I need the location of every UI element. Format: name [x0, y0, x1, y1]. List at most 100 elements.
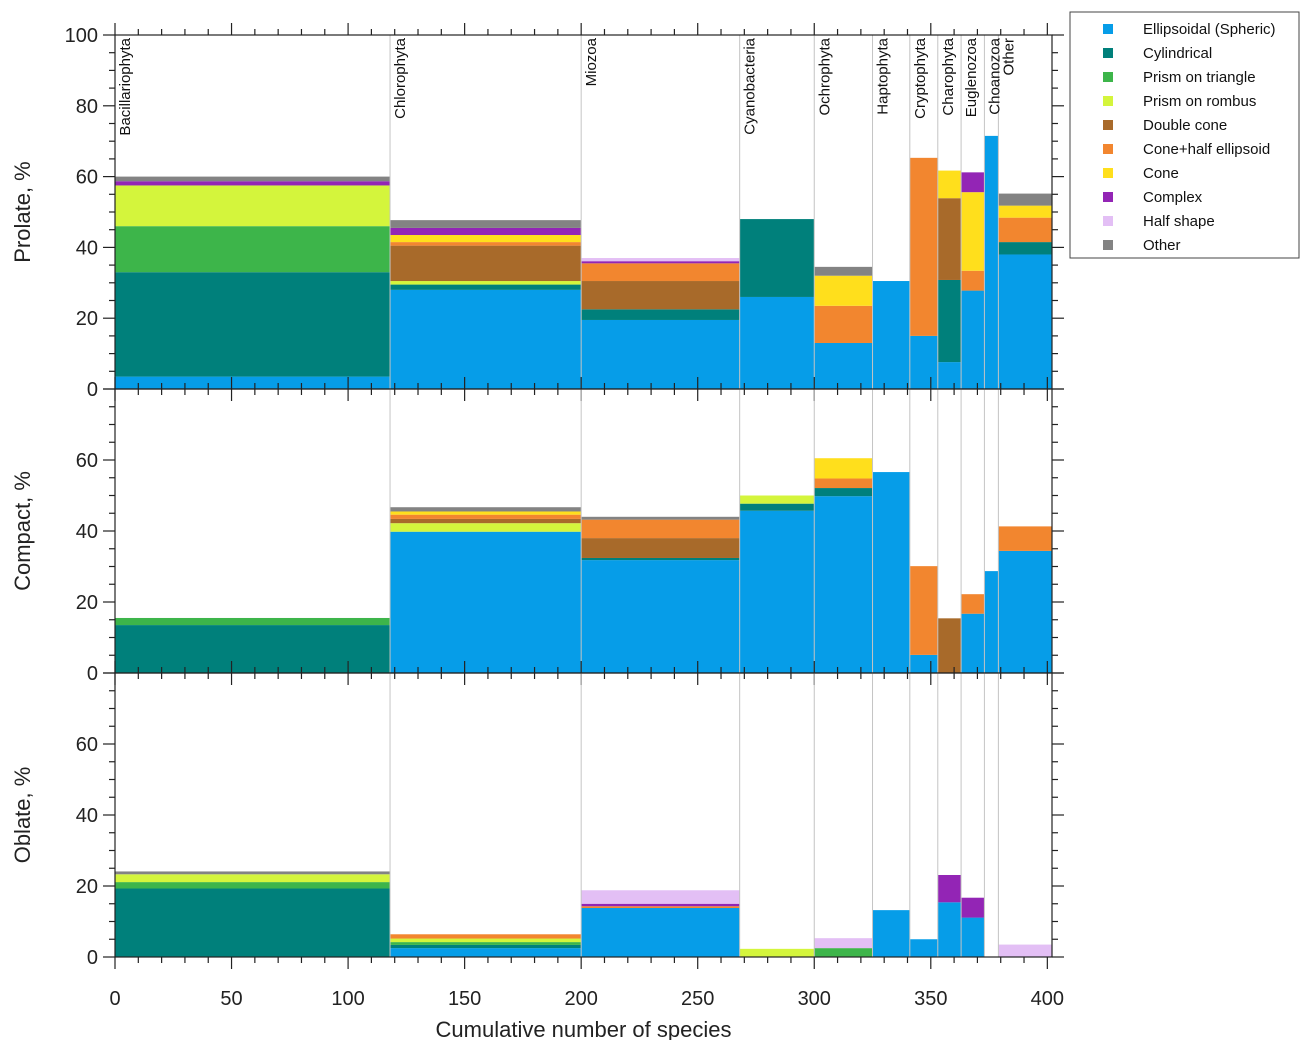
prolate-bar-cryptophyta-ellipsoidal-spheric: [909, 335, 938, 389]
legend-label-complex: Complex: [1143, 189, 1203, 206]
oblate-bar-chlorophyta-prism-on-rombus: [390, 938, 582, 943]
prolate-bar-bacillariophyta-cylindrical: [115, 272, 391, 377]
prolate-bar-charophyta-ellipsoidal-spheric: [937, 362, 962, 389]
prolate-bar-charophyta-cone: [937, 170, 962, 199]
prolate-bar-bacillariophyta-prism-on-triangle: [115, 226, 391, 273]
prolate-bar-miozoa-double-cone: [581, 281, 740, 310]
legend-label-half-shape: Half shape: [1143, 213, 1215, 230]
oblate-bar-chlorophyta-ellipsoidal-spheric: [390, 948, 582, 957]
legend-swatch-prism-on-rombus: [1103, 96, 1113, 106]
group-label-cyanobacteria: Cyanobacteria: [742, 37, 759, 134]
oblate-bar-euglenozoa-complex: [961, 897, 985, 918]
compact-bar-bacillariophyta-prism-on-triangle: [115, 617, 391, 626]
oblate-bar-miozoa-complex: [581, 903, 740, 907]
prolate-y-tick-label: 20: [76, 308, 98, 330]
compact-bar-miozoa-cone-half-ellipsoid: [581, 519, 740, 539]
prolate-bar-cyanobacteria-cylindrical: [739, 219, 815, 297]
legend-label-prism-on-rombus: Prism on rombus: [1143, 93, 1256, 110]
prolate-bar-euglenozoa-ellipsoidal-spheric: [961, 290, 985, 389]
compact-bar-cyanobacteria-cylindrical: [739, 503, 815, 511]
prolate-bar-ochrophyta-ellipsoidal-spheric: [814, 342, 873, 389]
prolate-bar-charophyta-double-cone: [937, 198, 962, 280]
compact-bar-miozoa-ellipsoidal-spheric: [581, 560, 740, 673]
oblate-y-tick-label: 60: [76, 734, 98, 756]
group-label-cryptophyta: Cryptophyta: [912, 37, 929, 119]
x-tick-label: 300: [798, 988, 831, 1010]
legend-label-cone: Cone: [1143, 165, 1179, 182]
compact-bar-bacillariophyta-cylindrical: [115, 625, 391, 673]
prolate-bar-haptophyta-ellipsoidal-spheric: [872, 281, 910, 389]
x-tick-label: 150: [448, 988, 481, 1010]
prolate-y-tick-label: 0: [87, 379, 98, 401]
legend-label-double-cone: Double cone: [1143, 117, 1227, 134]
prolate-bar-chlorophyta-prism-on-rombus: [390, 281, 582, 285]
prolate-bar-ochrophyta-other: [814, 266, 873, 276]
oblate-bar-charophyta-complex: [937, 874, 962, 903]
group-label-bacillariophyta: Bacillariophyta: [117, 37, 134, 135]
oblate-bar-ochrophyta-half-shape: [814, 938, 873, 949]
compact-bar-cryptophyta-ellipsoidal-spheric: [909, 654, 938, 673]
oblate-y-tick-label: 20: [76, 876, 98, 898]
oblate-bar-miozoa-half-shape: [581, 890, 740, 904]
oblate-bar-charophyta-ellipsoidal-spheric: [937, 902, 962, 957]
x-tick-label: 0: [109, 988, 120, 1010]
prolate-y-axis-title: Prolate, %: [10, 161, 35, 263]
prolate-bar-choanozoa-ellipsoidal-spheric: [984, 135, 999, 389]
prolate-y-tick-label: 80: [76, 96, 98, 118]
group-label-ochrophyta: Ochrophyta: [816, 37, 833, 115]
oblate-bar-ochrophyta-prism-on-triangle: [814, 948, 873, 957]
prolate-bar-bacillariophyta-other: [115, 176, 391, 182]
compact-bar-haptophyta-ellipsoidal-spheric: [872, 472, 910, 673]
x-tick-label: 400: [1031, 988, 1064, 1010]
prolate-y-tick-label: 40: [76, 237, 98, 259]
x-axis-title: Cumulative number of species: [436, 1017, 732, 1040]
oblate-y-tick-label: 0: [87, 947, 98, 969]
group-label-chlorophyta: Chlorophyta: [392, 37, 409, 119]
legend-swatch-other: [1103, 240, 1113, 250]
x-tick-label: 100: [331, 988, 364, 1010]
x-tick-label: 350: [914, 988, 947, 1010]
prolate-bar-bacillariophyta-complex: [115, 181, 391, 186]
oblate-y-axis-title: Oblate, %: [10, 767, 35, 864]
legend-label-cone-half-ellipsoid: Cone+half ellipsoid: [1143, 141, 1270, 158]
compact-bar-chlorophyta-ellipsoidal-spheric: [390, 531, 582, 673]
prolate-bar-miozoa-half-shape: [581, 258, 740, 262]
prolate-bar-chlorophyta-ellipsoidal-spheric: [390, 289, 582, 389]
compact-bar-euglenozoa-cone-half-ellipsoid: [961, 594, 985, 614]
compact-y-axis-title: Compact, %: [10, 471, 35, 591]
prolate-bar-other-cone: [998, 205, 1052, 218]
prolate-bar-miozoa-cone-half-ellipsoid: [581, 263, 740, 282]
prolate-bar-ochrophyta-cone-half-ellipsoid: [814, 305, 873, 343]
legend-swatch-ellipsoidal-spheric: [1103, 24, 1113, 34]
compact-bar-cryptophyta-cone-half-ellipsoid: [909, 566, 938, 655]
compact-bar-euglenozoa-ellipsoidal-spheric: [961, 613, 985, 673]
oblate-bar-haptophyta-ellipsoidal-spheric: [872, 910, 910, 957]
prolate-bar-chlorophyta-cone-half-ellipsoid: [390, 242, 582, 246]
compact-bar-miozoa-other: [581, 516, 740, 520]
legend-swatch-cone-half-ellipsoid: [1103, 144, 1113, 154]
oblate-bar-bacillariophyta-prism-on-rombus: [115, 874, 391, 883]
compact-y-tick-label: 20: [76, 592, 98, 614]
compact-y-tick-label: 60: [76, 450, 98, 472]
compact-panel: 0 20 40 60 Compact, %: [10, 377, 1064, 685]
prolate-bar-other-other: [998, 193, 1052, 206]
group-label-haptophyta: Haptophyta: [875, 37, 892, 114]
compact-bar-other-ellipsoidal-spheric: [998, 550, 1052, 673]
oblate-bar-bacillariophyta-prism-on-triangle: [115, 882, 391, 889]
prolate-bar-euglenozoa-complex: [961, 172, 985, 193]
compact-bar-cyanobacteria-prism-on-rombus: [739, 495, 815, 504]
prolate-bar-cyanobacteria-ellipsoidal-spheric: [739, 296, 815, 389]
legend-label-cylindrical: Cylindrical: [1143, 45, 1212, 62]
group-label-charophyta: Charophyta: [940, 37, 957, 115]
x-tick-label: 50: [220, 988, 242, 1010]
compact-bar-charophyta-double-cone: [937, 618, 962, 673]
group-label-miozoa: Miozoa: [583, 37, 600, 86]
legend-label-other: Other: [1143, 237, 1181, 254]
oblate-bar-miozoa-cone-half-ellipsoid: [581, 906, 740, 909]
oblate-bar-chlorophyta-cone-half-ellipsoid: [390, 934, 582, 939]
compact-bar-chlorophyta-double-cone: [390, 518, 582, 524]
oblate-bar-bacillariophyta-cylindrical: [115, 888, 391, 957]
legend-swatch-complex: [1103, 192, 1113, 202]
prolate-y-tick-label: 60: [76, 167, 98, 189]
